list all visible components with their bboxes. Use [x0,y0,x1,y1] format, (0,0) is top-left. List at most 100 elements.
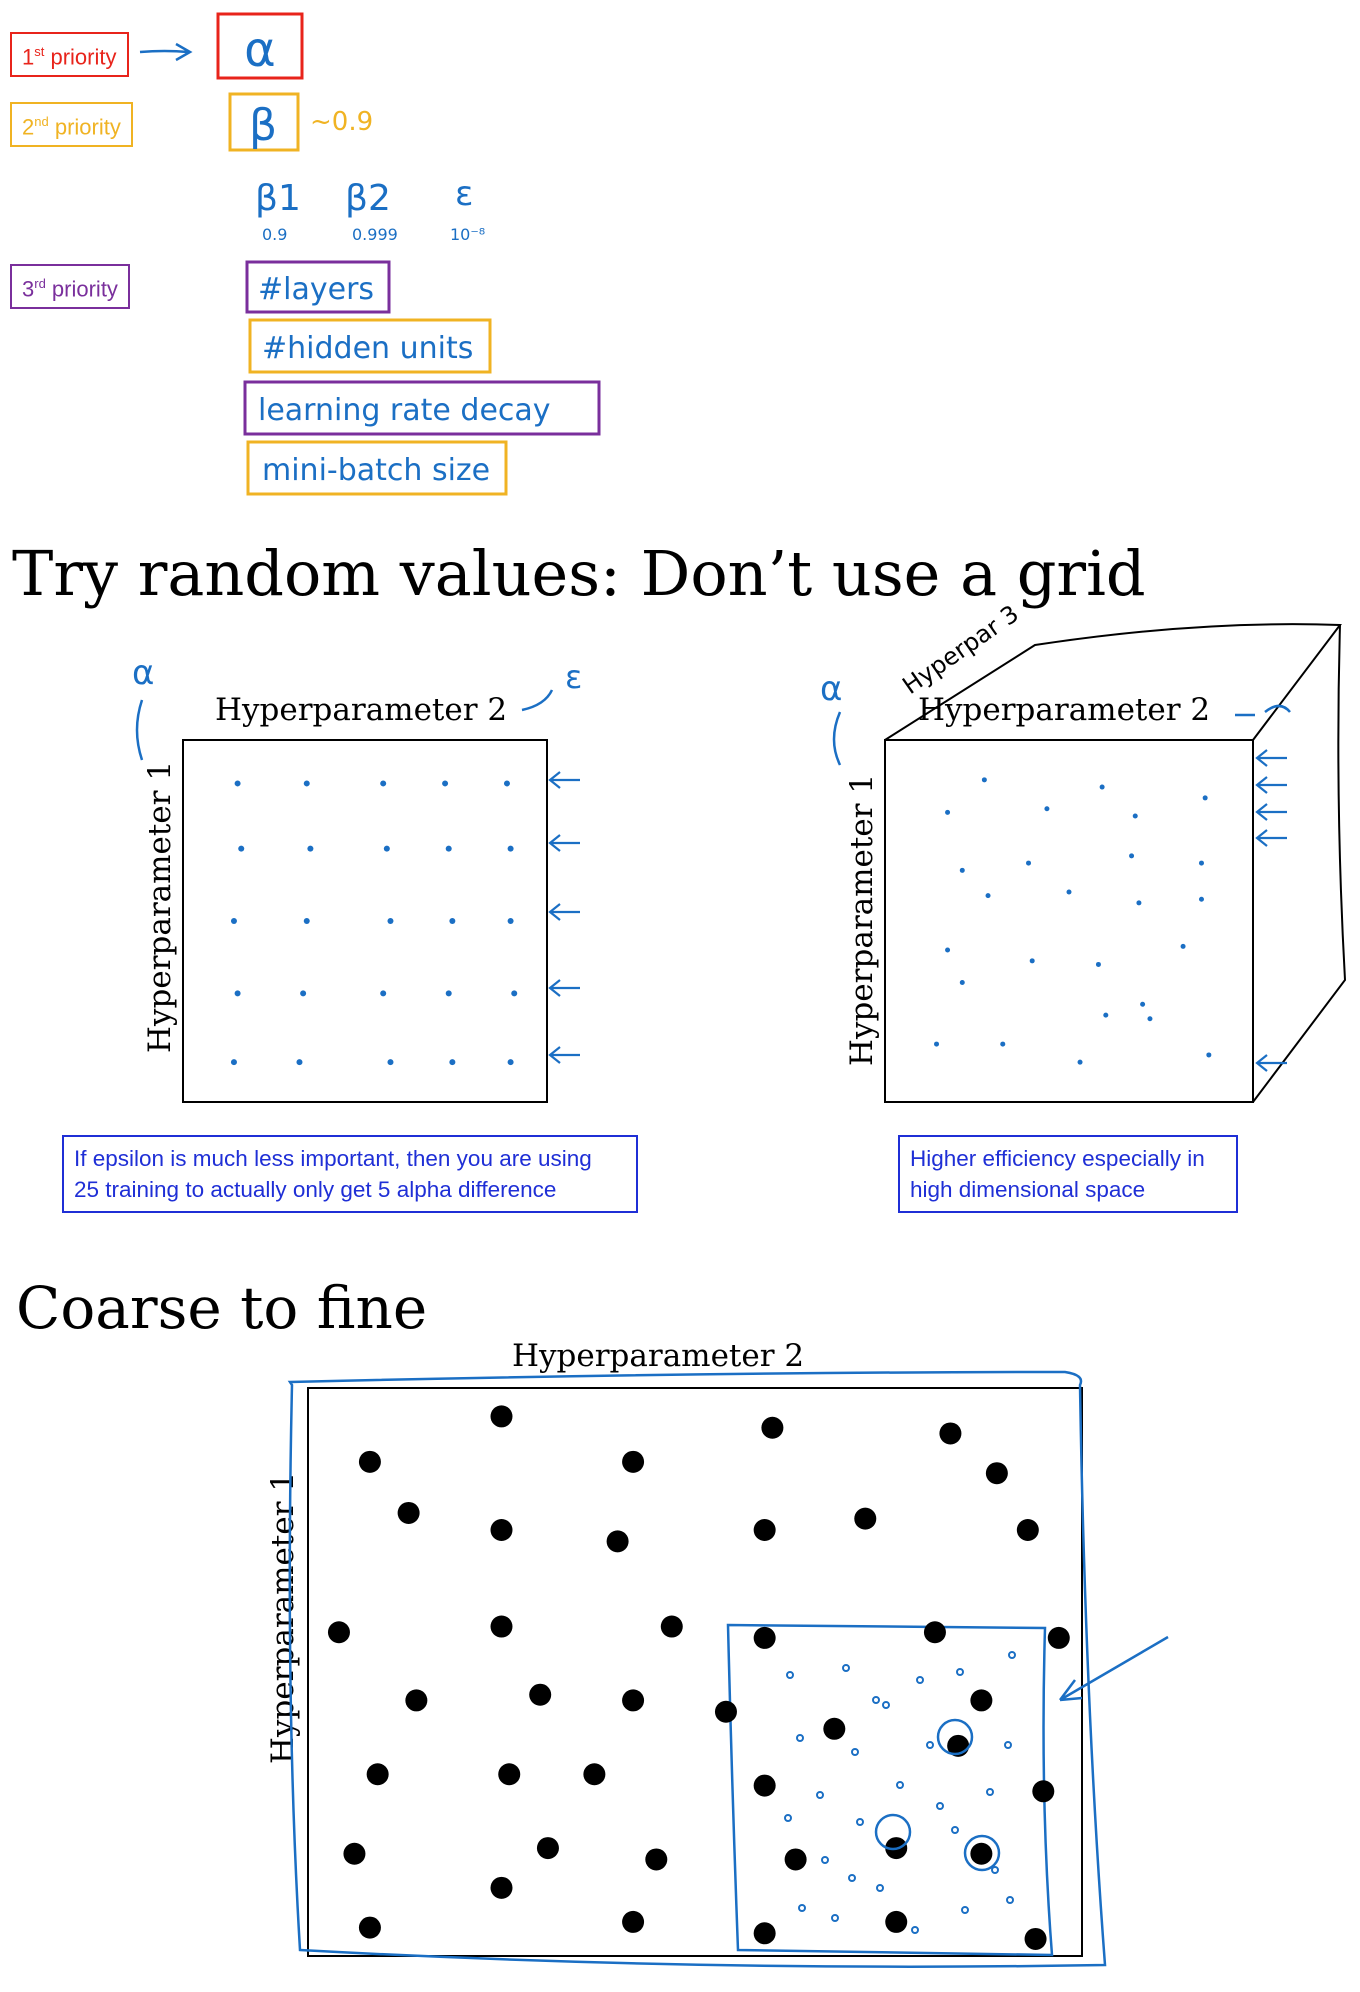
coarse-point-37 [358,1916,381,1939]
grid-point-11 [230,918,237,924]
fine-highlight-circles [874,1718,1001,1872]
grid-point-22 [296,1059,303,1066]
grid-point-21 [230,1059,237,1066]
beta2-symbol: β2 [345,178,391,219]
hidden-units-text: #hidden units [262,331,473,366]
priority-1-label: 1st priority [10,32,129,78]
fine-highlight-1 [936,1718,974,1756]
random-point-1 [981,777,987,783]
beta-symbol: β [249,100,277,151]
left-panel-ylabel: Hyperparameter 1 [142,760,178,1054]
coarse-point-15 [660,1615,683,1638]
coarse-panel-frame [307,1387,1083,1957]
beta1-symbol: β1 [255,178,301,219]
coarse-points [327,1405,1070,1950]
note-grid-inefficiency: If epsilon is much less important, then … [62,1135,638,1213]
lr-decay-text: learning rate decay [258,393,551,428]
coarse-point-12 [1016,1519,1039,1541]
coarse-point-25 [366,1763,389,1786]
right-alpha-mark: α [820,669,842,709]
grid-point-12 [303,918,310,924]
fine-highlight-2 [874,1813,912,1851]
random-point-17 [1095,961,1101,967]
fine-point-20 [876,1884,884,1892]
coarse-point-17 [923,1621,946,1644]
random-point-3 [1202,795,1208,801]
random-point-26 [1140,1001,1146,1007]
fine-point-23 [798,1904,806,1912]
coarse-outer-sketch [287,1370,1107,1968]
epsilon-value: 10⁻⁸ [450,225,485,244]
fine-point-18 [821,1856,829,1864]
priority-arrow-icon [139,42,193,62]
random-arrow-icon-1 [1255,749,1287,767]
left-alpha-mark: α [132,653,154,693]
random-point-7 [1026,860,1032,866]
grid-point-2 [303,780,310,787]
fine-point-22 [991,1866,999,1874]
fine-point-2 [842,1664,850,1672]
grid-point-6 [238,845,245,852]
coarse-point-5 [939,1422,962,1445]
grid-point-18 [380,990,387,997]
beta-note: ~0.9 [310,107,373,137]
section-random-title: Try random values: Don’t use a grid [12,537,1146,610]
priority-2-label: 2nd priority [10,102,133,148]
fine-point-15 [936,1802,944,1810]
fine-region-arrow-icon [1059,1635,1169,1702]
coarse-point-40 [753,1922,776,1945]
coarse-point-16 [753,1626,776,1649]
priority-3-label: 3rd priority [10,264,130,310]
coarse-point-6 [985,1462,1008,1485]
fine-point-17 [784,1814,792,1822]
coarse-point-23 [823,1717,846,1740]
random-arrow-icon-2 [1255,776,1287,794]
grid-point-20 [511,990,518,997]
random-point-21 [1147,1016,1153,1022]
beta-box [228,92,300,152]
coarse-point-10 [753,1519,776,1541]
fine-point-21 [951,1826,959,1834]
coarse-point-41 [885,1910,908,1933]
coarse-point-14 [490,1615,513,1638]
random-point-25 [1206,1052,1212,1058]
left-eps-stroke [521,689,554,712]
note-left-line-1: If epsilon is much less important, then … [74,1146,592,1171]
grid-point-10 [507,845,514,852]
fine-point-27 [1006,1896,1014,1904]
coarse-point-30 [1032,1780,1055,1803]
fine-point-9 [882,1701,890,1709]
fine-point-26 [961,1906,969,1914]
fine-highlight-3 [963,1834,1001,1872]
random-point-8 [1129,853,1135,859]
left-panel-xlabel: Hyperparameter 2 [215,692,508,728]
fine-point-12 [816,1791,824,1799]
coarse-point-22 [714,1700,737,1723]
coarse-point-38 [490,1876,513,1899]
coarse-point-26 [498,1763,521,1786]
random-arrow-icons [1255,749,1287,1072]
coarse-point-2 [761,1416,784,1439]
alpha-symbol: α [244,22,276,78]
minibatch-text: mini-batch size [262,453,490,488]
fine-point-19 [848,1874,856,1882]
hidden-units-box [248,318,492,374]
grid-point-9 [445,845,452,852]
random-point-23 [1000,1041,1006,1047]
layers-text: #layers [258,272,374,307]
grid-point-3 [380,780,387,787]
random-point-16 [1029,958,1035,964]
left-alpha-stroke [135,699,144,761]
grid-arrow-icons [548,771,580,1064]
random-point-24 [1077,1059,1083,1065]
random-point-13 [1198,896,1204,902]
fine-points [784,1651,1016,1934]
random-point-22 [934,1041,940,1047]
coarse-point-24 [970,1689,993,1712]
beta2-value: 0.999 [352,225,398,244]
random-point-5 [1044,806,1050,812]
coarse-point-9 [606,1530,629,1553]
beta1-value: 0.9 [262,225,287,244]
coarse-point-31 [343,1842,366,1865]
random-point-14 [985,893,991,899]
